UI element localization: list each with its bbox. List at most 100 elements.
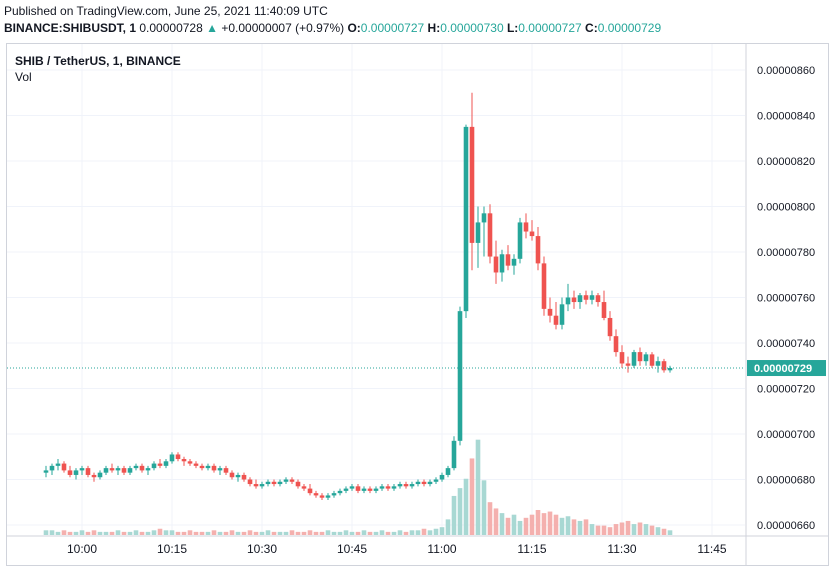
candle <box>145 465 151 475</box>
candle <box>433 477 439 485</box>
volume-bar <box>313 531 319 535</box>
time-axis[interactable]: 10:00 10:15 10:30 10:45 11:00 11:15 11:30 11:45 <box>67 542 727 556</box>
candle <box>481 206 487 257</box>
volume-bar <box>85 531 91 535</box>
volume-bar <box>247 530 253 535</box>
candle <box>589 290 595 305</box>
candle <box>553 302 559 330</box>
price-tick-label: 0.00000760 <box>757 293 815 305</box>
candle-body <box>529 231 535 237</box>
price-tick-label: 0.00000700 <box>757 429 815 441</box>
candle <box>223 465 229 475</box>
candle-body <box>397 484 403 487</box>
candle <box>463 124 469 318</box>
price-tick-label: 0.00000680 <box>757 475 815 487</box>
candle <box>661 358 667 373</box>
candle <box>127 465 133 475</box>
volume-bar <box>349 531 355 535</box>
candle <box>307 484 313 496</box>
volume-bar <box>541 513 547 535</box>
price-axis[interactable]: 0.00000860 0.00000840 0.00000820 0.00000800… <box>757 65 815 532</box>
volume-bar <box>397 530 403 535</box>
candle <box>631 349 637 369</box>
candle-body <box>169 454 175 462</box>
close-label: C: <box>585 21 598 35</box>
price-tick-label: 0.00000800 <box>757 202 815 214</box>
candle-body <box>415 481 421 485</box>
volume-bar <box>181 531 187 535</box>
candle-body <box>523 222 529 232</box>
volume-bar <box>229 530 235 535</box>
candle-body <box>619 352 625 364</box>
candle <box>487 204 493 264</box>
volume-bar <box>49 530 55 535</box>
candle <box>397 481 403 489</box>
candle <box>151 461 157 471</box>
candle-body <box>421 481 427 485</box>
volume-bar <box>241 531 247 535</box>
candle <box>409 481 415 489</box>
candle <box>115 465 121 475</box>
candle-body <box>109 468 115 471</box>
volume-bar <box>409 530 415 535</box>
volume-bar <box>205 531 211 535</box>
volume-bar <box>55 531 61 535</box>
price-tick-label: 0.00000860 <box>757 65 815 77</box>
volume-bar <box>43 530 49 535</box>
volume-bar <box>61 530 67 535</box>
candle <box>583 290 589 305</box>
volume-bar <box>79 530 85 535</box>
candle <box>415 479 421 487</box>
candle-body <box>331 493 337 496</box>
candle-body <box>211 465 217 471</box>
price-tick-label: 0.00000820 <box>757 156 815 168</box>
candle-body <box>409 484 415 487</box>
symbol-name[interactable]: BINANCE:SHIBUSDT, 1 <box>4 21 137 35</box>
volume-bar <box>289 530 295 535</box>
candle <box>535 226 541 271</box>
last-price-tag <box>747 360 826 377</box>
volume-bar <box>223 531 229 535</box>
candle-body <box>295 481 301 487</box>
candle <box>649 352 655 369</box>
candle-body <box>307 488 313 494</box>
candle-body <box>571 297 577 303</box>
volume-bar <box>385 531 391 535</box>
candle-body <box>505 254 511 266</box>
candle <box>43 465 49 478</box>
candle <box>283 477 289 485</box>
price-tick-label: 0.00000840 <box>757 111 815 123</box>
candle-body <box>55 463 61 466</box>
candle <box>613 329 619 357</box>
candle <box>289 477 295 485</box>
time-tick-label: 10:45 <box>337 542 367 556</box>
volume-bar <box>103 531 109 535</box>
candle-body <box>247 479 253 485</box>
volume-bar <box>475 439 481 535</box>
volume-bar <box>379 530 385 535</box>
volume-bar <box>73 531 79 535</box>
candle-body <box>589 295 595 300</box>
volume-bar <box>145 531 151 535</box>
candle-body <box>607 317 613 337</box>
volume-bar <box>91 530 97 535</box>
volume-bar <box>325 530 331 535</box>
price-tick-label: 0.00000720 <box>757 384 815 396</box>
time-tick-label: 11:00 <box>427 542 456 556</box>
volume-bar <box>319 531 325 535</box>
candle <box>175 452 181 462</box>
candle <box>301 484 307 491</box>
candle-body <box>433 479 439 482</box>
candle <box>619 345 625 369</box>
candle-body <box>427 481 433 485</box>
candle-body <box>79 468 85 471</box>
candle-body <box>643 354 649 362</box>
volume-bar <box>613 524 619 535</box>
open-label: O: <box>347 21 361 35</box>
volume-bar <box>151 530 157 535</box>
low-label: L: <box>506 21 519 35</box>
volume-bar <box>577 520 583 535</box>
volume-bar <box>487 502 493 535</box>
candle <box>421 479 427 487</box>
